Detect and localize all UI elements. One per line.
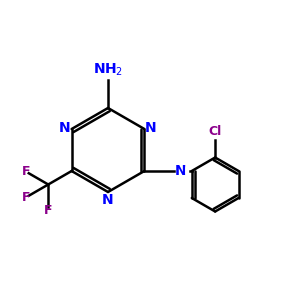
Text: N: N [102, 193, 114, 207]
Text: F: F [21, 165, 30, 178]
Text: NH: NH [174, 164, 198, 178]
Text: F: F [44, 204, 52, 217]
Text: N: N [145, 121, 157, 134]
Text: Cl: Cl [208, 125, 222, 138]
Text: NH$_2$: NH$_2$ [93, 61, 123, 78]
Circle shape [186, 138, 252, 204]
Text: N: N [59, 121, 71, 134]
Text: F: F [21, 191, 30, 204]
